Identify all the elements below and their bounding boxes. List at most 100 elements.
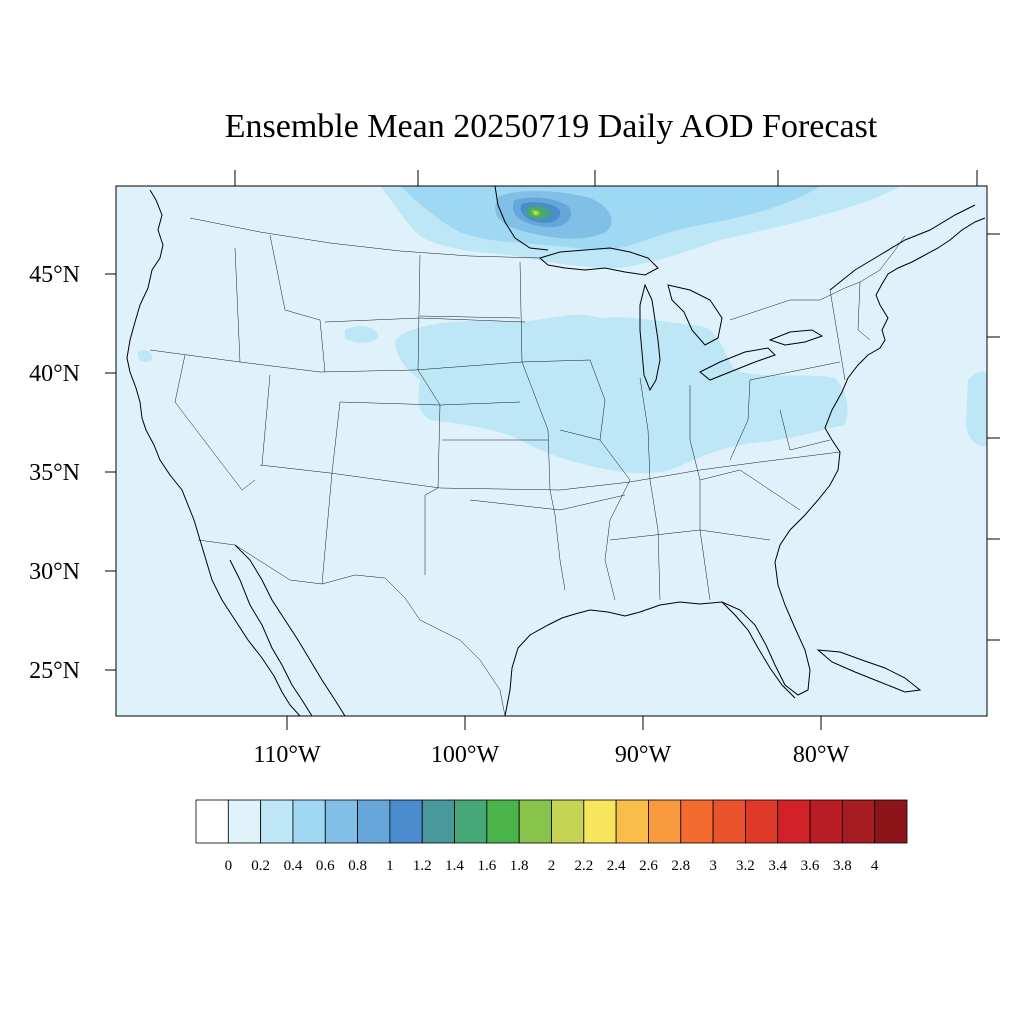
border-43N <box>419 315 521 319</box>
colorbar-swatch <box>648 799 682 844</box>
border-v1 <box>234 247 241 363</box>
gulf-of-mexico-coastline <box>504 217 986 716</box>
border-v7 <box>589 359 631 601</box>
colorbar-swatch <box>518 799 552 844</box>
lon-label: 100°W <box>431 742 500 768</box>
border-v2 <box>174 354 256 491</box>
colorbar-swatch <box>680 799 714 844</box>
colorbar-swatch <box>583 799 617 844</box>
border-v11 <box>779 409 831 451</box>
canada-shoreline <box>494 186 549 251</box>
border-41N <box>149 349 591 373</box>
lat-label: 30°N <box>29 559 80 585</box>
us-mexico-border <box>197 539 506 716</box>
colorbar-swatch <box>777 799 811 844</box>
gulf-of-california-coast <box>234 544 346 716</box>
colorbar-level-label: 2.4 <box>607 858 626 874</box>
border-v4 <box>321 401 341 585</box>
colorbar-level-label: 2 <box>548 858 556 874</box>
aod-field <box>138 186 987 474</box>
colorbar-swatch <box>874 799 908 844</box>
colorbar-swatch <box>389 799 423 844</box>
colorbar-level-label: 3.2 <box>736 858 755 874</box>
border-v6 <box>519 261 566 591</box>
colorbar-swatch <box>745 799 779 844</box>
colorbar-swatch <box>712 799 746 844</box>
colorbar-level-label: 3.6 <box>801 858 820 874</box>
aod-blob-wyoming <box>345 326 379 343</box>
colorbar-swatch <box>486 799 520 844</box>
colorbar-swatch <box>809 799 843 844</box>
colorbar-level-label: 1.4 <box>445 858 464 874</box>
coastlines <box>126 186 986 716</box>
map-frame <box>115 185 988 717</box>
aod-band-midwest <box>395 314 848 474</box>
colorbar-level-label: 1 <box>386 858 394 874</box>
lon-label: 80°W <box>793 742 850 768</box>
aod-blob-california <box>138 350 153 363</box>
colorbar-level-label: 1.6 <box>477 858 496 874</box>
colorbar-swatch <box>551 799 585 844</box>
colorbar-level-label: 0 <box>225 858 233 874</box>
border-45N <box>324 317 526 323</box>
lat-label: 35°N <box>29 460 80 486</box>
lat-label: 25°N <box>29 658 80 684</box>
colorbar-swatch <box>324 799 358 844</box>
colorbar-level-label: 1.8 <box>510 858 529 874</box>
us-canada-border-east <box>729 235 906 321</box>
border-v8 <box>639 377 661 601</box>
border-v10 <box>729 379 751 461</box>
colorbar-level-label: 1.2 <box>413 858 432 874</box>
florida-outline <box>721 601 796 699</box>
colorbar-level-label: 3.8 <box>833 858 852 874</box>
latitude-labels: 45°N 40°N 35°N 30°N 25°N <box>29 262 80 684</box>
aod-plume-canada-10 <box>534 211 538 215</box>
political-borders <box>149 217 906 716</box>
colorbar-swatch <box>454 799 488 844</box>
title-area: Ensemble Mean 20250719 Daily AOD Forecas… <box>0 0 1024 170</box>
pacific-coastline <box>126 189 301 716</box>
border-v3 <box>261 374 271 466</box>
colorbar-level-label: 3.4 <box>768 858 787 874</box>
lat-label: 45°N <box>29 262 80 288</box>
colorbar-swatch <box>357 799 391 844</box>
colorbar-level-label: 0.2 <box>251 858 270 874</box>
colorbar-labels: 0 0.2 0.4 0.6 0.8 1 1.2 1.4 1.6 1.8 2 2.2 2.4 2.6 2.8 3… <box>225 858 879 874</box>
colorbar-level-label: 0.8 <box>348 858 367 874</box>
border-v13 <box>857 281 871 341</box>
longitude-labels: 110°W 100°W 90°W 80°W <box>253 742 849 768</box>
colorbar-swatch <box>195 799 229 844</box>
lake-superior <box>538 247 659 276</box>
colorbar-level-label: 2.8 <box>671 858 690 874</box>
border-v15 <box>699 469 801 511</box>
colorbar <box>195 799 908 844</box>
colorbar-level-label: 2.6 <box>639 858 658 874</box>
colorbar-level-label: 3 <box>709 858 717 874</box>
colorbar-level-label: 2.2 <box>574 858 593 874</box>
lake-huron <box>667 284 723 346</box>
lake-erie <box>699 347 776 381</box>
baja-coastline <box>229 559 313 716</box>
colorbar-swatch <box>292 799 326 844</box>
map-title: Ensemble Mean 20250719 Daily AOD Forecas… <box>224 108 878 145</box>
lat-label: 40°N <box>29 361 80 387</box>
colorbar-swatch <box>227 799 262 844</box>
st-lawrence <box>829 204 976 291</box>
border-v12 <box>829 289 846 381</box>
colorbar-level-label: 0.4 <box>284 858 303 874</box>
lon-label: 110°W <box>253 742 321 768</box>
colorbar-level-label: 4 <box>871 858 879 874</box>
border-35N <box>469 494 626 511</box>
lon-label: 90°W <box>615 742 672 768</box>
border-v5 <box>417 254 441 575</box>
border-v14 <box>269 234 326 373</box>
colorbar-swatch <box>260 799 294 844</box>
cuba-outline <box>816 649 922 693</box>
axis-ticks <box>105 170 1000 730</box>
lake-ontario <box>768 329 824 346</box>
border-v17 <box>559 429 601 441</box>
us-canada-border <box>189 217 541 259</box>
border-v16 <box>749 361 841 381</box>
colorbar-level-label: 0.6 <box>316 858 335 874</box>
